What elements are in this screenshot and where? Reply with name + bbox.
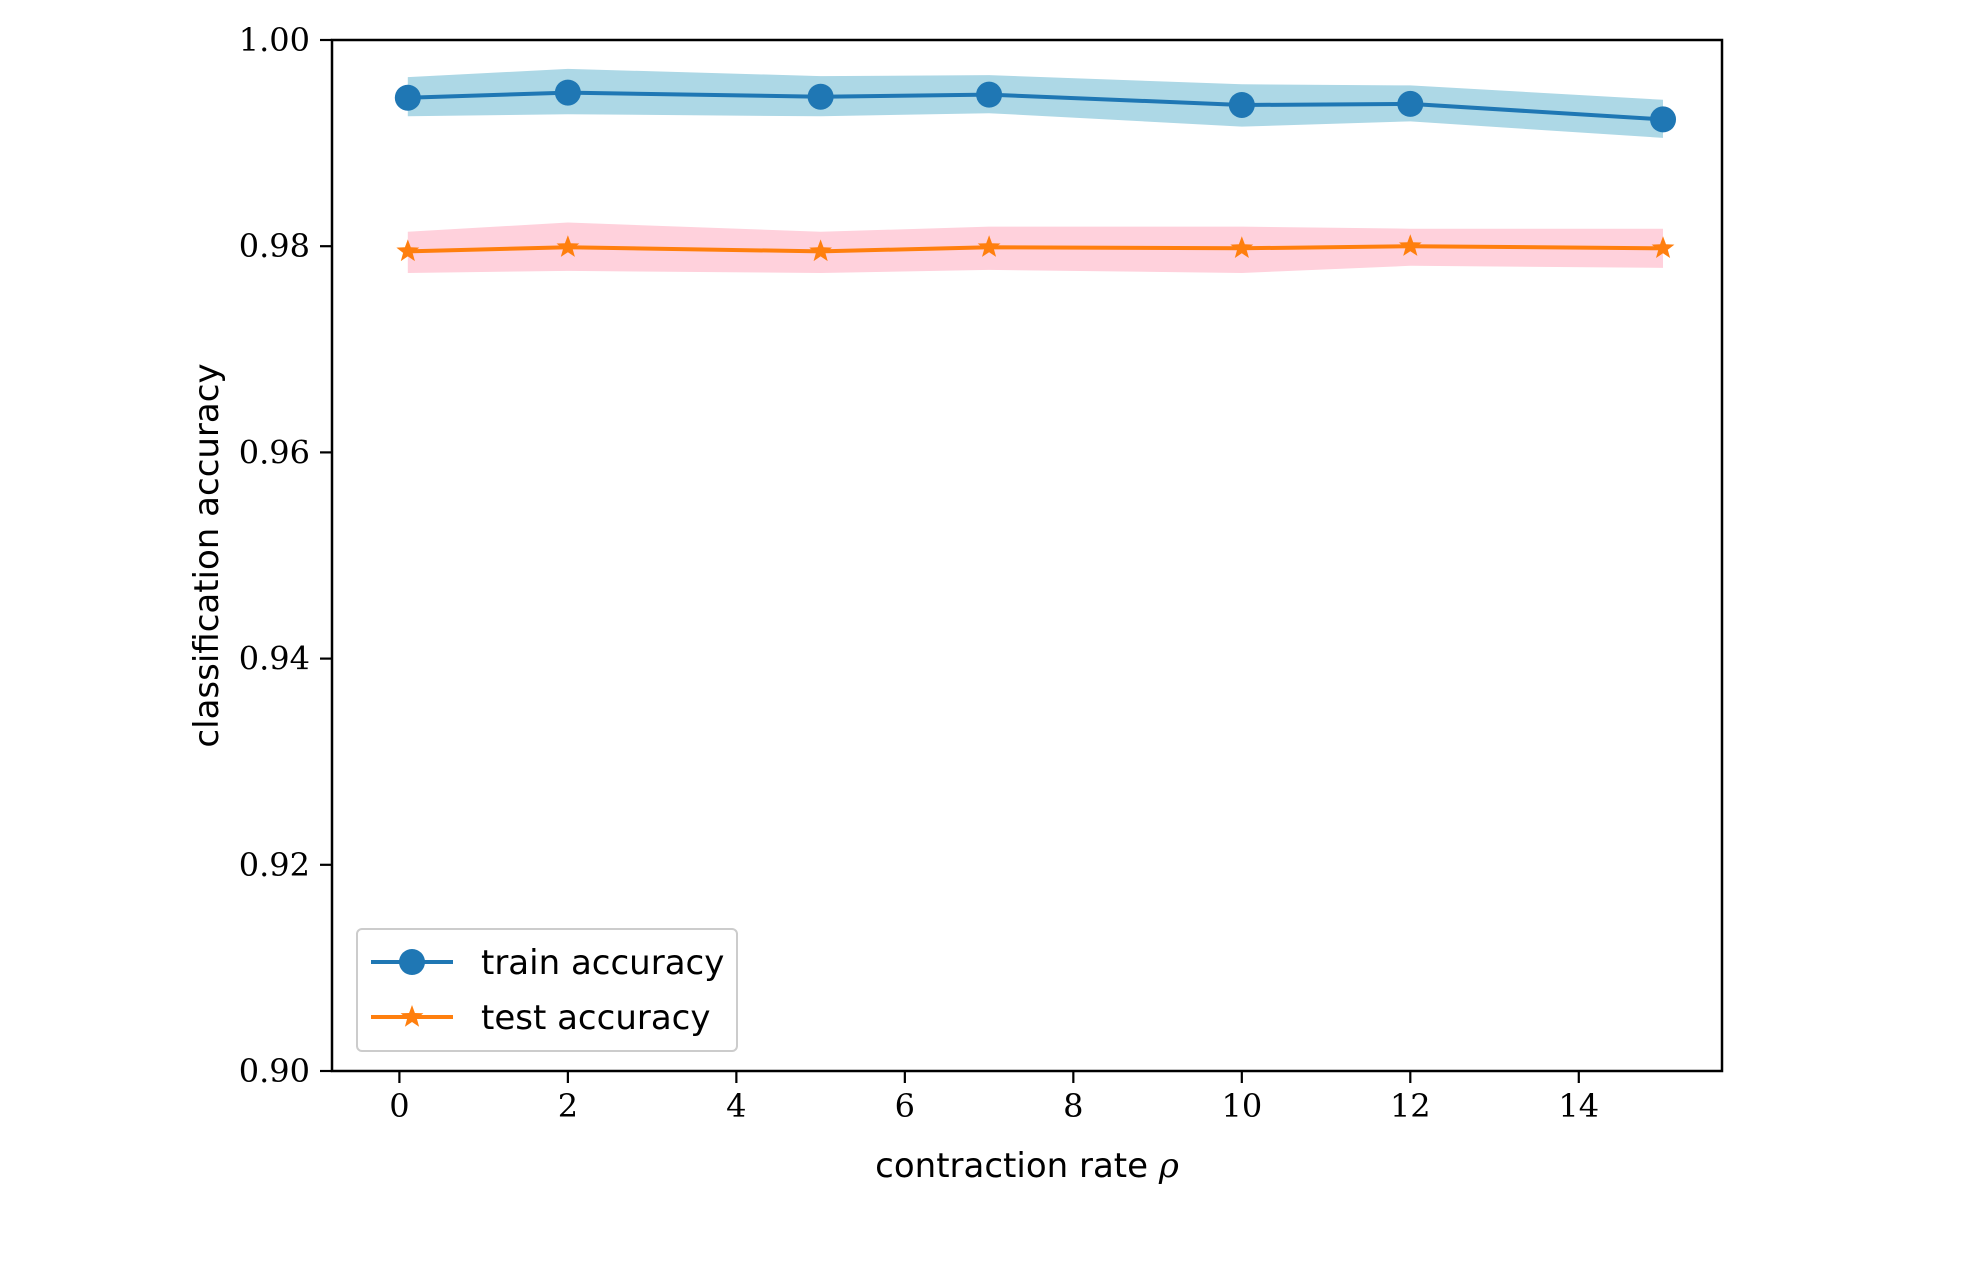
y-tick-label: 0.98 [239,227,310,265]
train-accuracy-point [554,79,581,106]
legend-train-marker [399,949,425,975]
legend-box [356,928,738,1052]
x-axis-label: contraction rate ρ [875,1146,1179,1186]
legend-train-label: train accuracy [481,943,724,983]
x-tick-label: 8 [1063,1087,1083,1125]
train-accuracy-point [976,81,1003,108]
x-tick-label: 6 [895,1087,915,1125]
train-accuracy-point [1228,91,1255,118]
test-accuracy-point [1230,236,1254,258]
x-tick-label: 4 [726,1087,746,1125]
y-tick-label: 0.90 [239,1052,310,1090]
legend-test-marker [400,1005,424,1027]
y-tick-label: 1.00 [239,21,310,59]
y-tick-label: 0.94 [239,640,310,678]
test-accuracy-point [556,235,580,257]
y-axis-ticks: 0.90 0.92 0.94 0.96 0.98 1.00 [239,21,332,1090]
test-accuracy-point [977,235,1001,257]
y-axis-label: classification accuracy [187,363,227,747]
train-accuracy-band [407,68,1663,138]
test-accuracy-point [396,239,420,262]
train-accuracy-point [394,84,421,111]
test-accuracy-point [809,239,832,262]
test-accuracy-point [1651,236,1675,258]
x-tick-label: 10 [1221,1087,1262,1125]
x-tick-label: 12 [1390,1087,1431,1125]
test-accuracy-point [1398,234,1422,256]
legend: train accuracy test accuracy [356,928,738,1052]
train-accuracy-point [807,83,834,110]
x-tick-label: 2 [558,1087,578,1125]
confidence-bands [407,68,1663,273]
train-accuracy-point [1397,90,1424,117]
legend-test-label: test accuracy [481,998,711,1038]
series-markers [394,79,1677,262]
x-tick-label: 14 [1558,1087,1599,1125]
train-accuracy-point [1650,106,1677,133]
x-tick-label: 0 [389,1087,409,1125]
y-tick-label: 0.96 [239,433,310,471]
y-tick-label: 0.92 [239,846,310,884]
plot-frame [330,38,1724,1073]
x-axis-ticks: 0 2 4 6 8 10 12 14 [389,1071,1599,1125]
